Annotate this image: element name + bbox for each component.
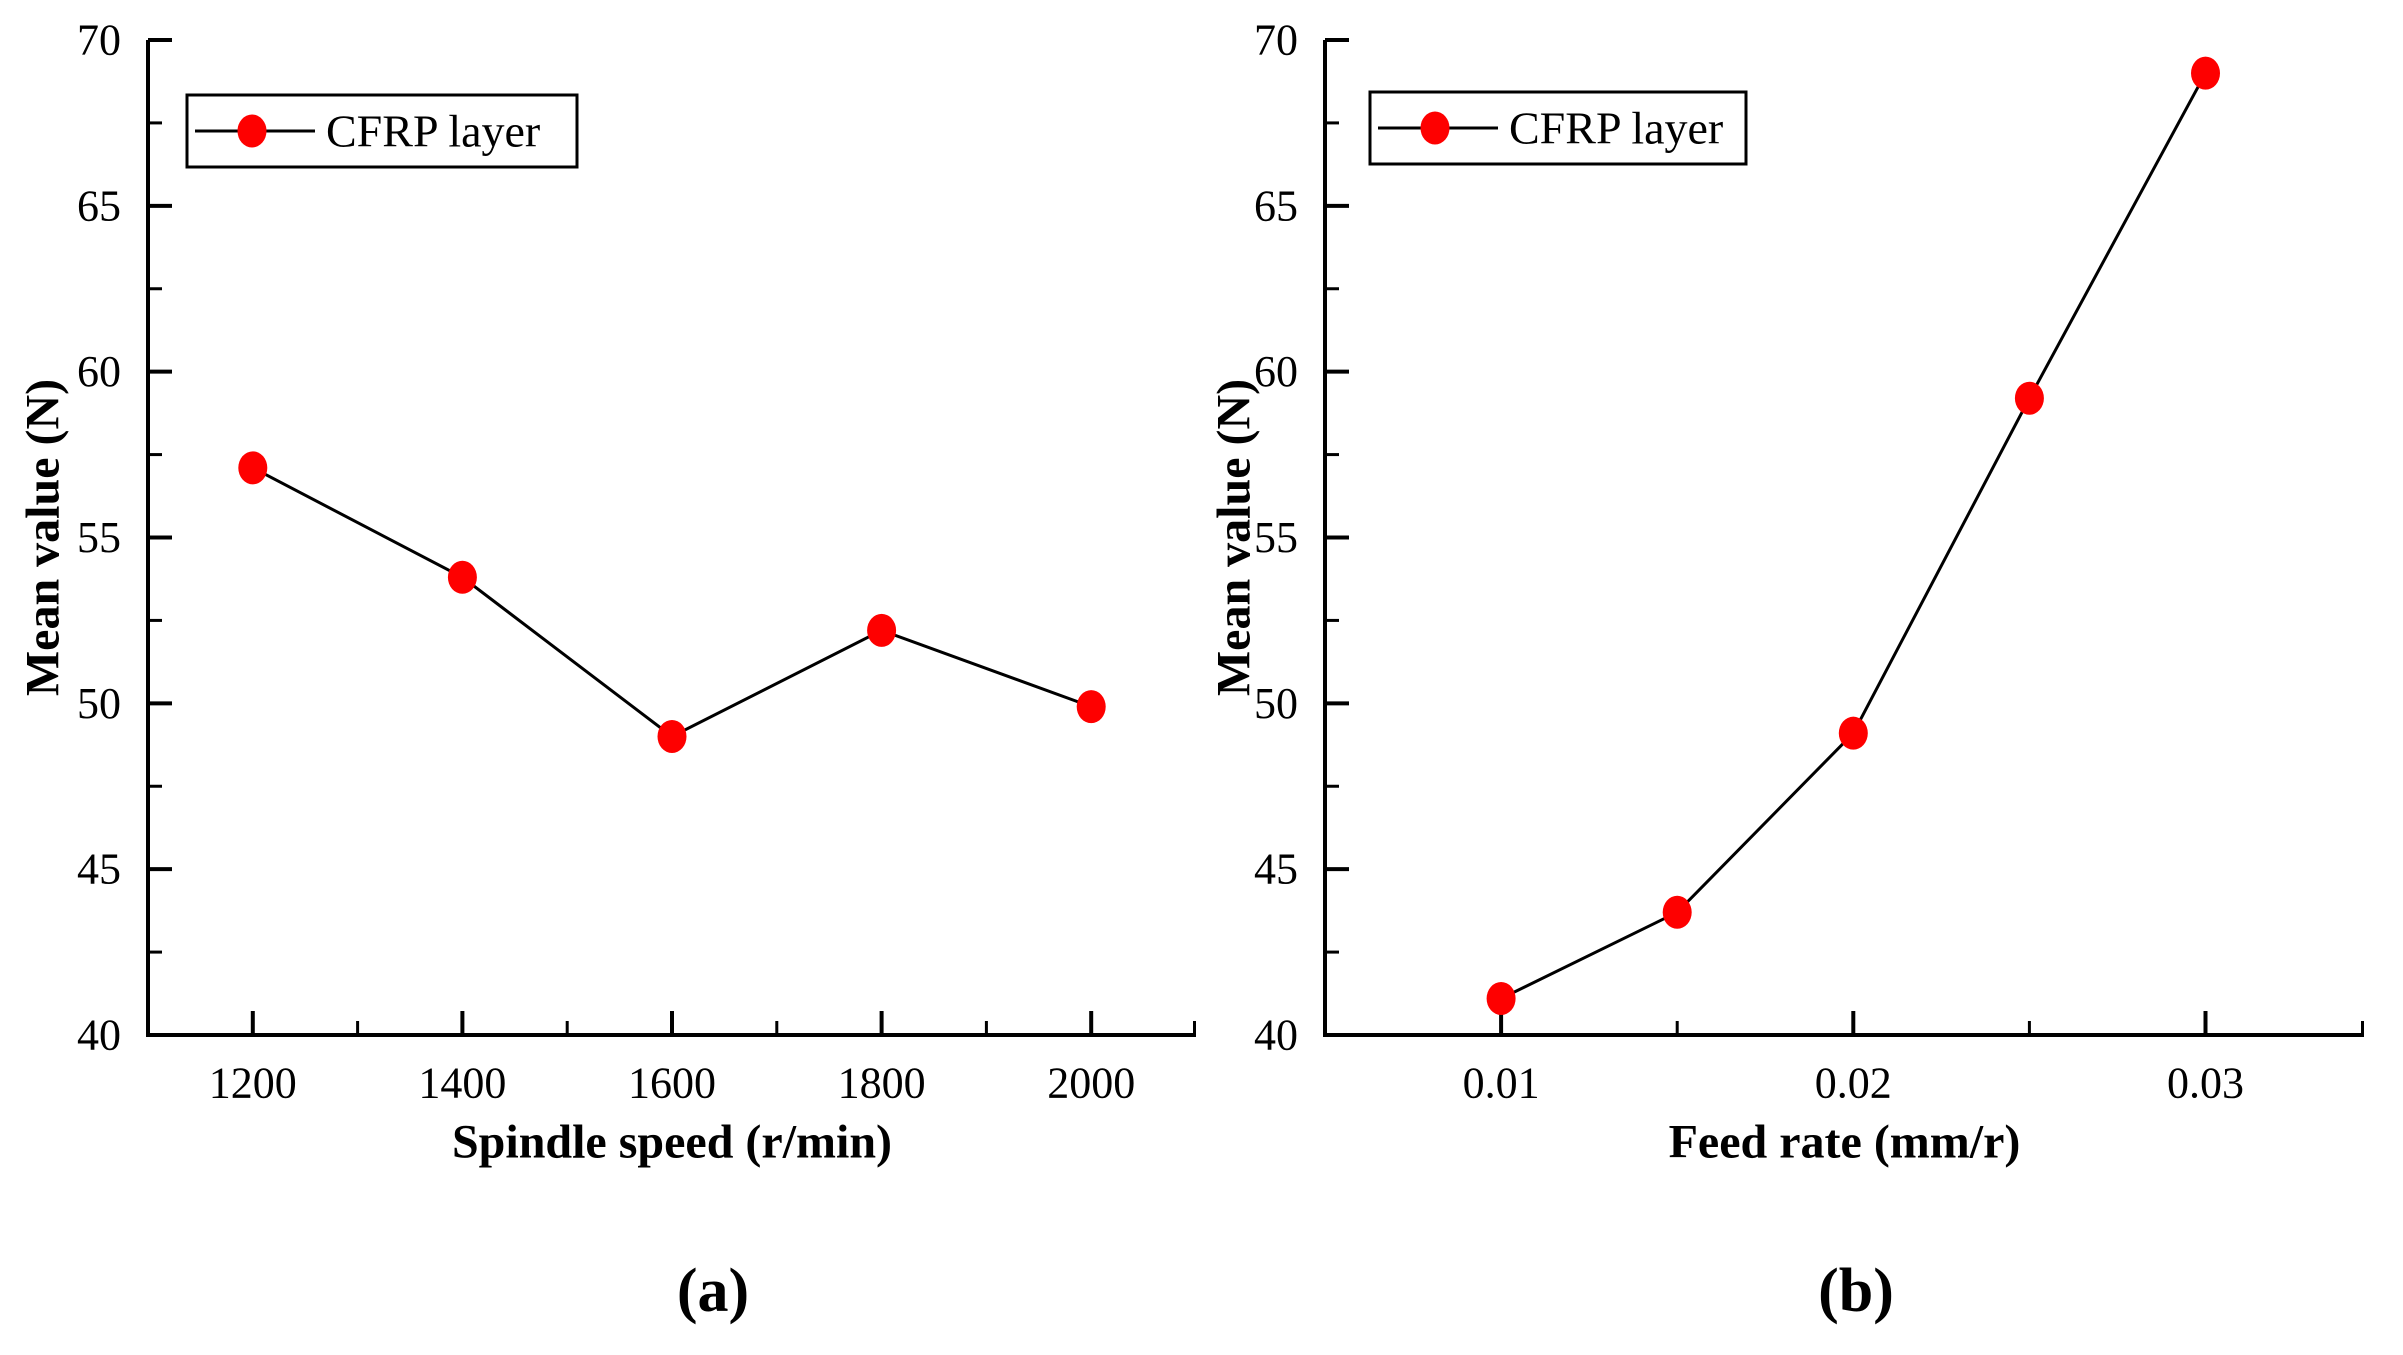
- x-tick-label: 2000: [1047, 1059, 1135, 1108]
- y-tick-label: 50: [77, 679, 121, 728]
- data-point: [2014, 381, 2044, 415]
- x-ticks: 1200 1400 1600 1800 2000: [209, 1011, 1196, 1108]
- caption-b: (b): [1818, 1257, 1894, 1325]
- data-point: [1076, 690, 1106, 724]
- data-point: [1662, 895, 1692, 929]
- y-tick-label: 40: [1254, 1011, 1298, 1060]
- y-ticks: 40 45 50 55 60 65 70: [1254, 16, 1349, 1060]
- data-point: [1838, 716, 1868, 750]
- y-tick-label: 55: [77, 513, 121, 562]
- caption-a: (a): [676, 1257, 750, 1325]
- legend-marker: [1420, 111, 1450, 145]
- y-tick-label: 70: [1254, 16, 1298, 65]
- chart-a: 40 45 50 55 60 65 70 1200 1400 1600 1800 2000 Spindl…: [17, 16, 1196, 1169]
- x-tick-label: 0.02: [1815, 1059, 1892, 1108]
- data-point: [447, 560, 477, 594]
- x-axis-title: Feed rate (mm/r): [1669, 1116, 2021, 1169]
- series-line: [252, 466, 1092, 739]
- data-point: [1486, 982, 1516, 1016]
- series-line: [1500, 72, 2207, 1000]
- y-tick-label: 60: [1254, 347, 1298, 396]
- data-point: [2191, 56, 2221, 90]
- y-tick-label: 40: [77, 1011, 121, 1060]
- data-point: [238, 451, 268, 485]
- data-point: [657, 720, 687, 753]
- legend: CFRP layer: [1368, 90, 1748, 166]
- axes: [146, 40, 1196, 1037]
- x-tick-label: 0.03: [2167, 1059, 2244, 1108]
- x-ticks: 0.01 0.02 0.03: [1463, 1011, 2364, 1108]
- y-tick-label: 50: [1254, 679, 1298, 728]
- x-tick-label: 0.01: [1463, 1059, 1540, 1108]
- x-tick-label: 1400: [418, 1059, 506, 1108]
- axes: [1323, 40, 2364, 1037]
- legend-marker: [237, 114, 267, 148]
- data-point: [867, 613, 897, 647]
- chart-b: 40 45 50 55 60 65 70 0.01 0.02 0.03 Feed rate (mm/…: [1208, 16, 2364, 1169]
- legend-label: CFRP layer: [1509, 103, 1723, 154]
- legend-label: CFRP layer: [326, 106, 540, 157]
- y-axis-title: Mean value (N): [17, 379, 70, 696]
- y-axis-title: Mean value (N): [1208, 379, 1261, 696]
- x-tick-label: 1600: [628, 1059, 716, 1108]
- y-tick-label: 45: [1254, 845, 1298, 894]
- y-tick-label: 65: [77, 181, 121, 230]
- x-axis-title: Spindle speed (r/min): [452, 1116, 892, 1169]
- y-tick-label: 55: [1254, 513, 1298, 562]
- y-tick-label: 45: [77, 845, 121, 894]
- legend: CFRP layer: [185, 93, 579, 169]
- y-tick-label: 65: [1254, 181, 1298, 230]
- y-tick-label: 60: [77, 347, 121, 396]
- x-tick-label: 1200: [209, 1059, 297, 1108]
- y-ticks: 40 45 50 55 60 65 70: [77, 16, 172, 1060]
- x-tick-label: 1800: [838, 1059, 926, 1108]
- y-tick-label: 70: [77, 16, 121, 65]
